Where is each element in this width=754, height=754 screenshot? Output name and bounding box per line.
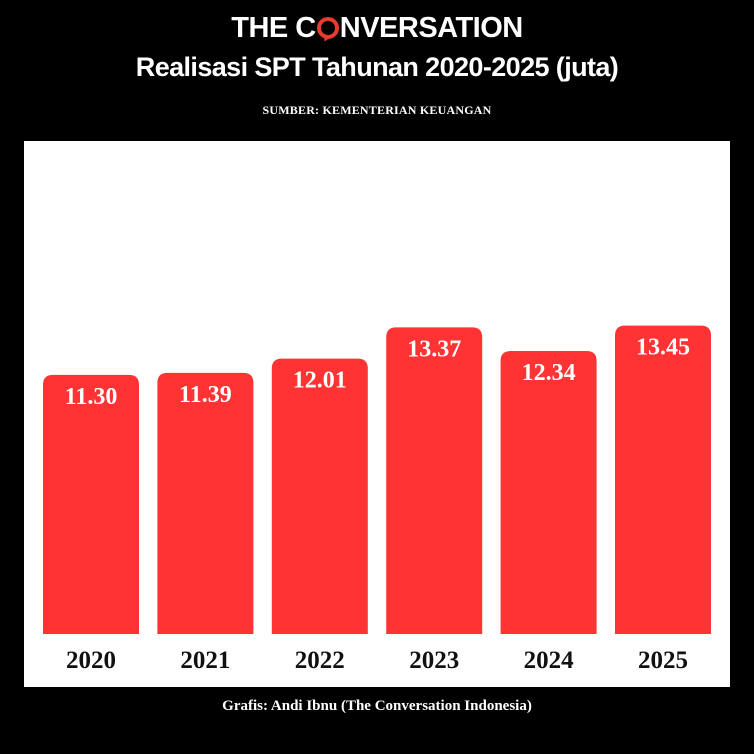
value-label-2022: 12.01 — [293, 368, 347, 394]
value-label-2023: 13.37 — [407, 336, 461, 362]
chart-title: Realisasi SPT Tahunan 2020-2025 (juta) — [135, 52, 619, 82]
category-label-2025: 2025 — [638, 647, 688, 674]
bar-2024 — [500, 351, 597, 634]
bar-2022 — [271, 358, 368, 634]
speech-bubble-icon — [316, 17, 339, 39]
chart-panel: 11.30 2020 11.39 2021 12.01 2022 13.37 2023 12.3… — [24, 141, 730, 687]
value-label-2024: 12.34 — [522, 360, 576, 386]
bar-2021 — [157, 372, 254, 634]
bar-2020 — [43, 374, 139, 634]
brand-text-left: THE C — [231, 12, 316, 44]
value-label-2021: 11.39 — [179, 382, 232, 408]
category-label-2020: 2020 — [66, 647, 116, 674]
brand-logo: THE C NVERSATION — [0, 12, 754, 45]
value-label-2020: 11.30 — [65, 384, 118, 410]
category-label-2024: 2024 — [524, 647, 575, 674]
value-label-2025: 13.45 — [636, 335, 690, 361]
brand-text-right: NVERSATION — [339, 12, 523, 44]
bar-2023 — [386, 327, 483, 634]
category-label-2021: 2021 — [180, 647, 230, 674]
bar-chart: 11.30 2020 11.39 2021 12.01 2022 13.37 2023 12.3… — [43, 325, 711, 674]
category-label-2022: 2022 — [295, 647, 345, 674]
chart-source: SUMBER: KEMENTERIAN KEUANGAN — [262, 103, 492, 117]
chart-credit: Grafis: Andi Ibnu (The Conversation Indo… — [222, 698, 532, 714]
bar-2025 — [615, 325, 711, 634]
category-label-2023: 2023 — [409, 647, 459, 674]
chart-header: THE C NVERSATION Realisasi SPT Tahunan 20… — [0, 0, 754, 140]
